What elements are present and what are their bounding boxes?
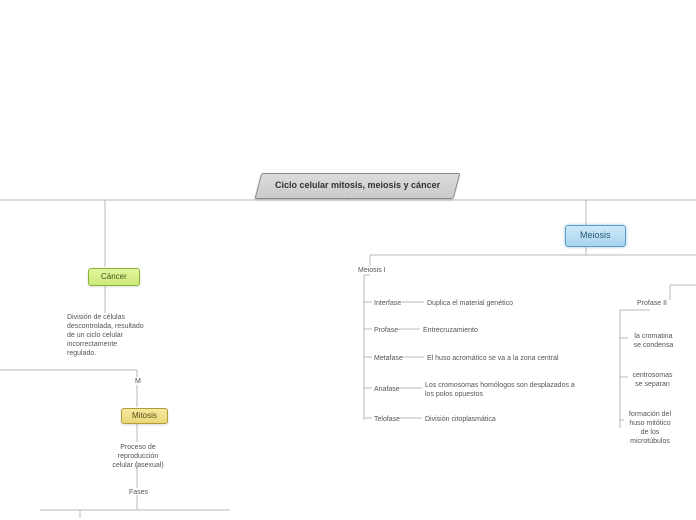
m-node[interactable]: M [135,377,141,386]
root-node[interactable]: Ciclo celular mitosis, meiosis y cáncer [255,173,461,199]
mitosis-node[interactable]: Mitosis [121,408,168,424]
phase-telofase[interactable]: Telofase [374,415,400,424]
connector-lines [0,0,696,520]
meiosis-label: Meiosis [580,230,611,240]
meiosis-node[interactable]: Meiosis [565,225,626,247]
phase-metafase-desc: El huso acromático se va a la zona centr… [427,354,559,363]
fases-node[interactable]: Fases [129,488,148,497]
root-label: Ciclo celular mitosis, meiosis y cáncer [275,180,440,192]
cromatina-node: la cromatina se condensa [631,332,676,350]
cancer-label: Cáncer [101,272,127,281]
phase-anafase-desc: Los cromosomas homólogos son desplazados… [425,381,585,399]
phase-interfase[interactable]: Interfase [374,299,401,308]
mitosis-desc: Proceso de reproducción celular (asexual… [108,443,168,470]
phase-interfase-desc: Duplica el material genético [427,299,513,308]
phase-profase-desc: Entrecruzamiento [423,326,478,335]
mitosis-label: Mitosis [132,411,157,420]
cancer-node[interactable]: Cáncer [88,268,140,286]
phase-telofase-desc: División citoplasmática [425,415,496,424]
formacion-node: formación del huso mitótico de los micro… [625,410,675,446]
cancer-desc: División de células descontrolada, resul… [67,313,147,358]
centrosomas-node: centrosomas se separan [630,371,675,389]
meiosis1-label: Meiosis I [358,267,386,274]
phase-metafase[interactable]: Metafase [374,354,403,363]
meiosis1-node[interactable]: Meiosis I [358,266,386,275]
phase-profase[interactable]: Profase [374,326,398,335]
phase-anafase[interactable]: Anafase [374,385,400,394]
profase2-node[interactable]: Profase II [637,299,667,308]
